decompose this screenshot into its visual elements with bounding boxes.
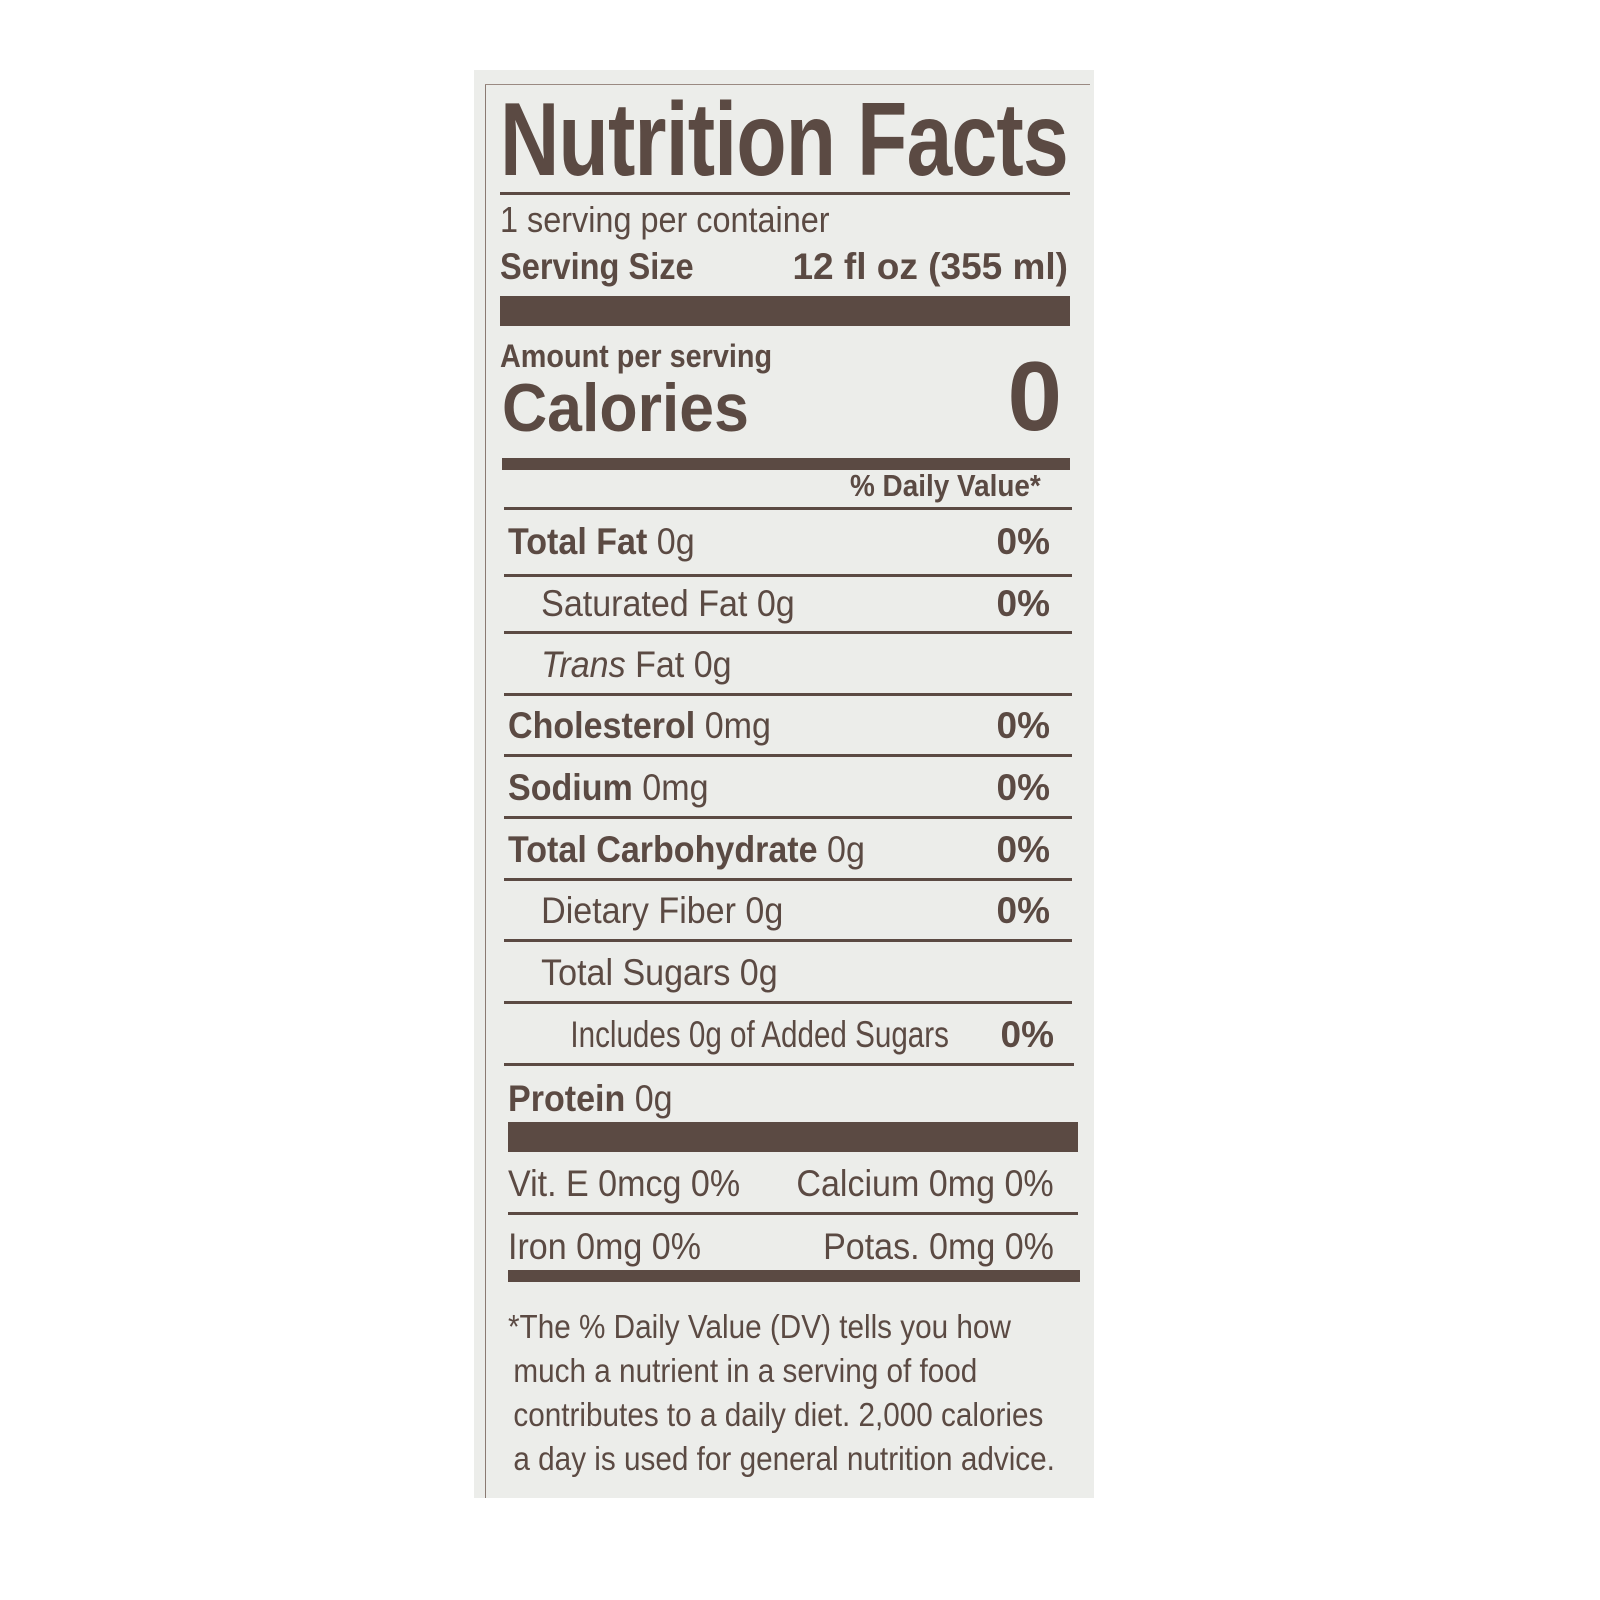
divider bbox=[504, 631, 1072, 634]
nutrient-dv: 0% bbox=[996, 521, 1050, 562]
footnote-line: a day is used for general nutrition advi… bbox=[513, 1440, 1055, 1477]
vitamin-left: Iron 0mg 0% bbox=[508, 1226, 701, 1267]
label-border-left bbox=[485, 84, 486, 1498]
thick-divider bbox=[508, 1122, 1078, 1152]
divider bbox=[504, 878, 1072, 881]
nutrient-row-protein: Protein 0g bbox=[508, 1068, 1074, 1130]
serving-size-value: 12 fl oz (355 ml) bbox=[792, 246, 1068, 287]
nutrient-dv: 0% bbox=[996, 583, 1050, 624]
nutrient-dv: 0% bbox=[996, 829, 1050, 870]
nutrient-amount: 0mg bbox=[642, 767, 709, 808]
nutrient-name: Cholesterol bbox=[508, 705, 696, 746]
nutrient-name: Total Sugars 0g bbox=[541, 952, 778, 993]
calories-value: 0 bbox=[1007, 341, 1062, 451]
label-border-top bbox=[485, 84, 1090, 85]
medium-divider bbox=[502, 458, 1070, 470]
footnote-line: *The % Daily Value (DV) tells you how bbox=[508, 1308, 1011, 1345]
footnote-line: much a nutrient in a serving of food bbox=[513, 1352, 978, 1389]
nutrient-row-saturated-fat: Saturated Fat 0g 0% bbox=[508, 573, 1074, 635]
divider bbox=[504, 507, 1072, 510]
nutrient-row-sodium: Sodium 0mg 0% bbox=[508, 757, 1074, 819]
thick-divider bbox=[500, 296, 1070, 326]
nutrient-row-added-sugars: Includes 0g of Added Sugars 0% bbox=[508, 1004, 1074, 1066]
nutrient-row-total-sugars: Total Sugars 0g bbox=[508, 942, 1074, 1004]
servings-per-container: 1 serving per container bbox=[500, 199, 830, 240]
divider bbox=[508, 1212, 1078, 1215]
vitamin-right: Calcium 0mg 0% bbox=[796, 1163, 1054, 1204]
nutrient-row-trans-fat: Trans Fat 0g bbox=[508, 634, 1074, 696]
nutrient-amount: 0g bbox=[634, 1078, 673, 1119]
divider bbox=[504, 754, 1072, 757]
footnote-line: contributes to a daily diet. 2,000 calor… bbox=[513, 1396, 1044, 1433]
nutrient-name: Dietary Fiber 0g bbox=[541, 890, 784, 931]
nutrient-name: Protein bbox=[508, 1078, 626, 1119]
nutrient-row-total-carbohydrate: Total Carbohydrate 0g 0% bbox=[508, 819, 1074, 881]
nutrient-row-cholesterol: Cholesterol 0mg 0% bbox=[508, 695, 1074, 757]
nutrient-dv: 0% bbox=[996, 705, 1050, 746]
calories-label: Calories bbox=[502, 370, 749, 446]
vitamin-right: Potas. 0mg 0% bbox=[823, 1226, 1054, 1267]
nutrient-dv: 0% bbox=[1000, 1014, 1054, 1055]
nutrient-dv: 0% bbox=[996, 767, 1050, 808]
nutrient-name: Saturated Fat 0g bbox=[541, 583, 795, 624]
nutrient-amount: 0g bbox=[656, 521, 695, 562]
footnote: *The % Daily Value (DV) tells you how mu… bbox=[508, 1305, 1055, 1481]
divider bbox=[500, 192, 1070, 195]
nutrient-dv: 0% bbox=[996, 890, 1050, 931]
divider bbox=[504, 1063, 1074, 1066]
medium-divider bbox=[508, 1270, 1080, 1282]
divider bbox=[504, 939, 1072, 942]
nutrient-name: Includes 0g of Added Sugars bbox=[570, 1014, 949, 1055]
divider bbox=[504, 816, 1072, 819]
nutrient-name: Total Fat bbox=[508, 521, 648, 562]
nutrient-name: Fat 0g bbox=[625, 644, 732, 685]
amount-per-serving: Amount per serving bbox=[500, 338, 773, 374]
label-title: Nutrition Facts bbox=[500, 82, 1069, 198]
divider bbox=[504, 693, 1072, 696]
nutrient-row-total-fat: Total Fat 0g 0% bbox=[508, 511, 1074, 573]
vitamin-row: Vit. E 0mcg 0% Calcium 0mg 0% bbox=[508, 1153, 1074, 1215]
divider bbox=[504, 574, 1072, 577]
nutrient-name: Sodium bbox=[508, 767, 633, 808]
nutrient-name: Total Carbohydrate bbox=[508, 829, 818, 870]
serving-size-label: Serving Size bbox=[500, 246, 694, 287]
vitamin-row: Iron 0mg 0% Potas. 0mg 0% bbox=[508, 1216, 1074, 1278]
nutrient-row-dietary-fiber: Dietary Fiber 0g 0% bbox=[508, 880, 1074, 942]
vitamin-left: Vit. E 0mcg 0% bbox=[508, 1163, 741, 1204]
nutrient-name-italic: Trans bbox=[541, 644, 626, 685]
divider bbox=[504, 1001, 1072, 1004]
nutrient-amount: 0mg bbox=[704, 705, 771, 746]
daily-value-header: % Daily Value* bbox=[850, 468, 1041, 503]
nutrient-amount: 0g bbox=[827, 829, 865, 870]
